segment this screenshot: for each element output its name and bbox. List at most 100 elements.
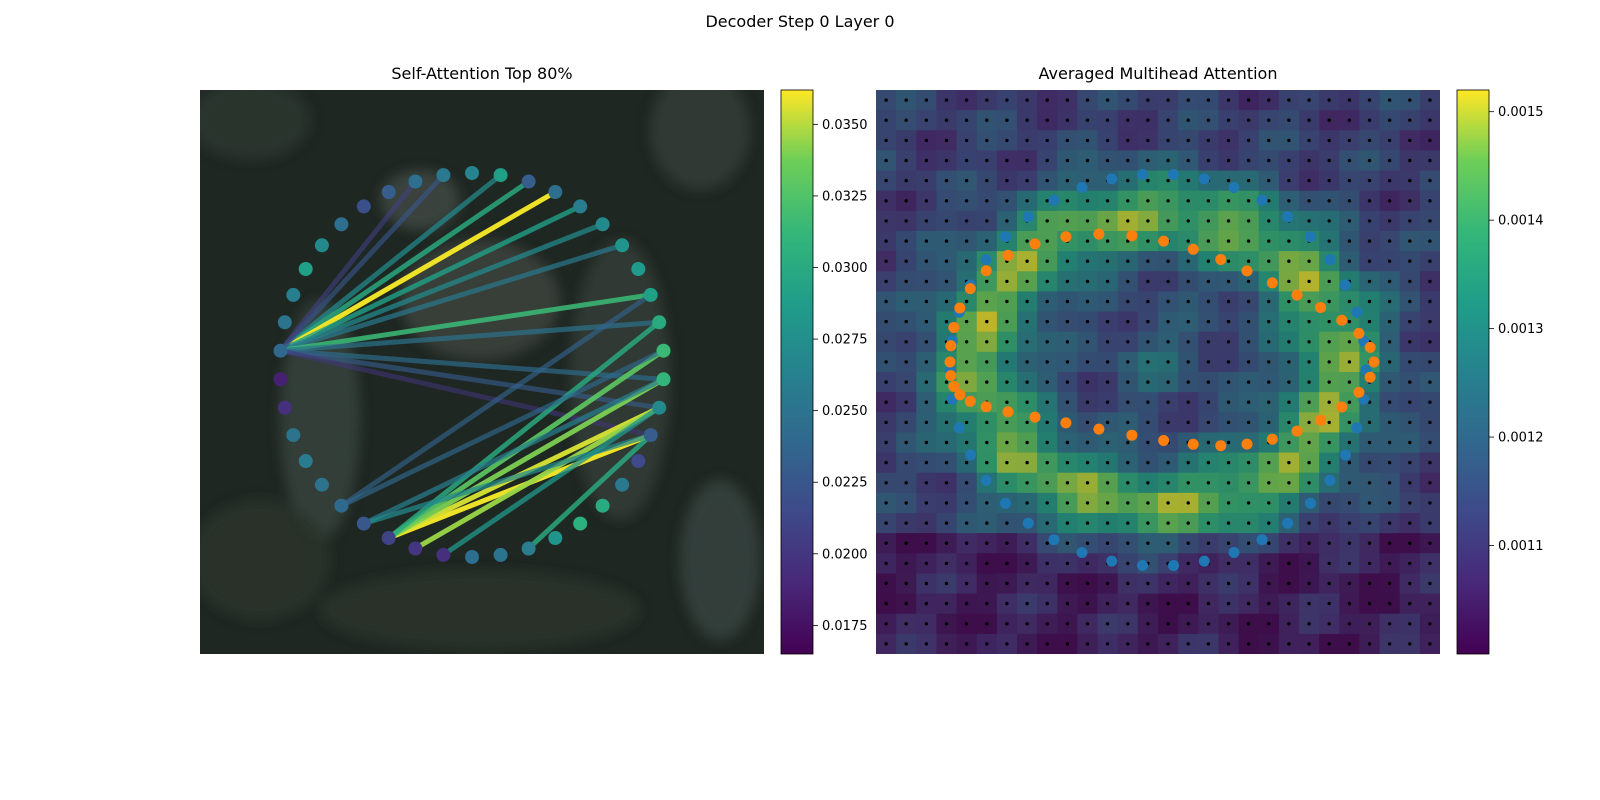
grid-dot: [1246, 460, 1251, 465]
grid-dot: [1005, 138, 1009, 143]
left-colorbar-tick-label: 0.0250: [822, 404, 868, 419]
grid-dot: [1025, 319, 1029, 324]
grid-dot: [1126, 340, 1130, 344]
grid-dot: [1085, 360, 1090, 364]
grid-dot: [985, 541, 989, 545]
grid-dot: [1287, 199, 1291, 203]
grid-dot: [1428, 219, 1432, 223]
grid-dot: [1166, 299, 1170, 304]
contour-node: [298, 454, 313, 468]
grid-dot: [1105, 622, 1110, 626]
grid-dot: [1206, 319, 1211, 324]
grid-dot: [964, 622, 969, 626]
background-blob: [320, 570, 640, 650]
grid-dot: [1025, 622, 1029, 626]
grid-dot: [1408, 259, 1412, 263]
grid-dot: [1267, 178, 1271, 183]
grid-dot: [1307, 400, 1311, 404]
grid-dot: [1347, 340, 1352, 344]
grid-dot: [1347, 138, 1352, 143]
grid-dot: [1045, 299, 1049, 304]
grid-dot: [1005, 299, 1009, 304]
grid-dot: [985, 581, 989, 586]
grid-dot: [1347, 601, 1352, 606]
grid-dot: [1408, 239, 1412, 243]
grid-dot: [1186, 561, 1190, 566]
left-panel-title: Self-Attention Top 80%: [391, 64, 573, 83]
grid-dot: [924, 541, 929, 545]
grid-dot: [1045, 601, 1049, 606]
blue-point: [1022, 517, 1034, 529]
grid-dot: [985, 239, 989, 243]
grid-dot: [1166, 259, 1170, 263]
grid-dot: [1246, 561, 1251, 566]
grid-dot: [1186, 541, 1190, 545]
grid-dot: [1267, 400, 1271, 404]
grid-dot: [1186, 622, 1190, 626]
grid-dot: [1327, 98, 1331, 102]
grid-dot: [1206, 118, 1211, 122]
grid-dot: [904, 440, 908, 445]
grid-dot: [924, 340, 929, 344]
grid-dot: [1206, 279, 1211, 284]
grid-dot: [1126, 622, 1130, 626]
grid-dot: [1186, 259, 1190, 263]
grid-dot: [1186, 340, 1190, 344]
grid-dot: [1307, 380, 1311, 384]
grid-dot: [1287, 259, 1291, 263]
grid-dot: [1126, 561, 1130, 566]
grid-dot: [924, 138, 929, 143]
grid-dot: [1307, 219, 1311, 223]
grid-dot: [1428, 501, 1432, 505]
grid-dot: [1226, 279, 1231, 284]
grid-dot: [1287, 239, 1291, 243]
blue-point: [1324, 474, 1336, 486]
grid-dot: [1428, 642, 1432, 646]
grid-dot: [1065, 118, 1070, 122]
grid-dot: [1387, 319, 1392, 324]
grid-dot: [1105, 460, 1110, 465]
right-colorbar: 0.0011 0.0012 0.0013 0.0014 0.0015: [1456, 89, 1544, 655]
grid-dot: [1267, 259, 1271, 263]
contour-node: [643, 287, 658, 302]
orange-point: [1029, 238, 1041, 250]
grid-dot: [1428, 440, 1432, 445]
grid-dot: [1267, 460, 1271, 465]
blue-point: [1106, 173, 1118, 185]
grid-dot: [1085, 118, 1090, 122]
grid-dot: [1085, 561, 1090, 566]
orange-point: [948, 322, 960, 333]
contour-node: [314, 477, 329, 492]
left-colorbar-tick-label: 0.0200: [822, 547, 868, 562]
grid-dot: [1025, 299, 1029, 304]
grid-dot: [1105, 219, 1110, 223]
grid-dot: [1246, 138, 1251, 143]
grid-dot: [1267, 481, 1271, 485]
grid-dot: [1226, 98, 1231, 102]
grid-dot: [985, 118, 989, 122]
grid-dot: [1065, 138, 1070, 143]
grid-dot: [1105, 400, 1110, 404]
contour-node: [595, 217, 610, 232]
grid-dot: [944, 420, 949, 425]
grid-dot: [1105, 581, 1110, 586]
orange-point: [964, 283, 976, 295]
grid-dot: [1085, 259, 1090, 263]
grid-dot: [944, 380, 949, 384]
grid-dot: [1085, 340, 1090, 344]
grid-dot: [944, 279, 949, 284]
grid-dot: [924, 501, 929, 505]
grid-dot: [1408, 400, 1412, 404]
grid-dot: [1226, 521, 1231, 525]
grid-dot: [1347, 98, 1352, 102]
grid-dot: [1367, 319, 1372, 324]
blue-point: [1282, 517, 1294, 529]
blue-point: [980, 254, 992, 266]
grid-dot: [1005, 642, 1009, 646]
grid-dot: [1085, 279, 1090, 284]
grid-dot: [1005, 622, 1009, 626]
left-colorbar: 0.0175 0.0200 0.0225 0.0250 0.0275 0.0300 0.03…: [780, 89, 868, 655]
grid-dot: [1428, 299, 1432, 304]
grid-dot: [1307, 581, 1311, 586]
grid-dot: [884, 622, 888, 626]
